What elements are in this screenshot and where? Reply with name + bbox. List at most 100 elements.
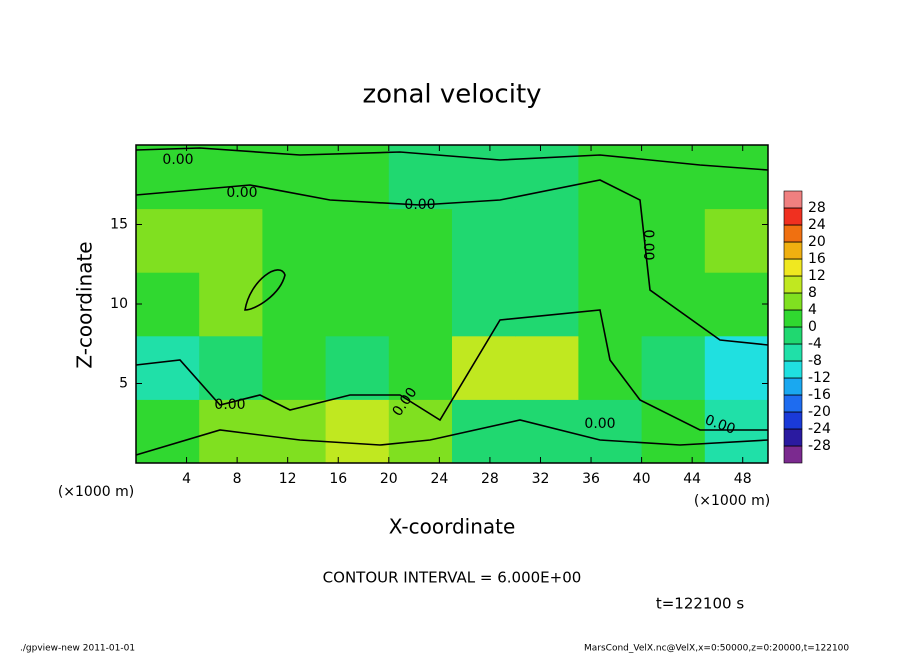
colorbar-label: 24: [808, 217, 826, 233]
colorbar-box: [783, 360, 803, 379]
cell: [515, 145, 579, 210]
colorbar-label: -4: [808, 336, 822, 352]
x-tick-label: 20: [380, 471, 398, 487]
y-tick-label: 10: [110, 296, 128, 312]
cell: [136, 208, 200, 273]
cell: [199, 335, 263, 400]
contour-label: 0.00: [162, 152, 193, 168]
colorbar-box: [783, 241, 803, 260]
cell: [641, 399, 706, 464]
cell: [325, 272, 390, 337]
x-tick-label: 28: [481, 471, 499, 487]
cell: [262, 145, 327, 210]
cell: [262, 399, 327, 464]
colorbar-box: [783, 343, 803, 362]
colorbar-label: 20: [808, 234, 826, 250]
colorbar-label: 8: [808, 285, 817, 301]
contour-label: 0.00: [226, 185, 257, 201]
cell: [325, 145, 390, 210]
cell: [515, 272, 579, 337]
colorbar-label: 12: [808, 268, 826, 284]
colorbar-label: -12: [808, 370, 831, 386]
cell: [515, 208, 579, 273]
cell: [199, 208, 263, 273]
cell: [262, 208, 327, 273]
cell: [388, 208, 453, 273]
cell: [388, 399, 453, 464]
colorbar-box: [783, 292, 803, 311]
x-axis-label: X-coordinate: [389, 515, 516, 539]
cell: [136, 145, 200, 210]
colorbar-label: -20: [808, 404, 831, 420]
cell: [388, 335, 453, 400]
cell: [136, 399, 200, 464]
cell: [452, 399, 516, 464]
cell: [325, 335, 390, 400]
cell: [641, 145, 706, 210]
colorbar-box: [783, 428, 803, 447]
x-tick-label: 24: [430, 471, 448, 487]
colorbar-label: 28: [808, 200, 826, 216]
colorbar-box: [783, 411, 803, 430]
colorbar-label: 4: [808, 302, 817, 318]
contours: [135, 147, 769, 456]
colorbar-box: [783, 258, 803, 277]
colorbar-box: [783, 326, 803, 345]
colorbar-box: [783, 207, 803, 226]
cell: [578, 399, 643, 464]
y-tick-label: 5: [119, 376, 128, 392]
colorbar-box: [783, 377, 803, 396]
colorbar-label: 0: [808, 319, 817, 335]
cell: [515, 335, 579, 400]
colorbar-box: [783, 190, 803, 209]
cell: [704, 399, 769, 464]
x-unit: (×1000 m): [58, 484, 134, 500]
cell: [325, 399, 390, 464]
cell: [136, 272, 200, 337]
cell: [452, 208, 516, 273]
cell: [262, 335, 327, 400]
cell: [704, 208, 769, 273]
cell: [515, 399, 579, 464]
contour-label: 0.00: [640, 229, 656, 260]
colorbar-box: [783, 309, 803, 328]
x-tick-label: 36: [582, 471, 600, 487]
cell: [199, 145, 263, 210]
colorbar-box: [783, 224, 803, 243]
cell: [704, 335, 769, 400]
x-tick-label: 44: [683, 471, 701, 487]
cell: [641, 208, 706, 273]
y-axis-label: Z-coordinate: [73, 241, 97, 368]
x-tick-label: 32: [532, 471, 550, 487]
y-tick-label: 15: [110, 217, 128, 233]
cell: [199, 272, 263, 337]
cell: [578, 272, 643, 337]
cell: [578, 208, 643, 273]
colorbar-label: -28: [808, 438, 831, 454]
contour-label: 0.00: [404, 197, 435, 213]
colorbar-label: 16: [808, 251, 826, 267]
cell: [578, 145, 643, 210]
chart-title: zonal velocity: [362, 80, 541, 110]
cell: [704, 145, 769, 210]
cell: [325, 208, 390, 273]
colorbar-label: -24: [808, 421, 831, 437]
colorbar-box: [783, 275, 803, 294]
colorbar-label: -8: [808, 353, 822, 369]
x-tick-label: 4: [182, 471, 191, 487]
colorbar-label: -16: [808, 387, 831, 403]
x-tick-label: 48: [734, 471, 752, 487]
x-tick-label: 16: [329, 471, 347, 487]
contour-label: 0.00: [584, 416, 615, 432]
x-tick-label: 12: [279, 471, 297, 487]
cell: [641, 272, 706, 337]
footer-left: ./gpview-new 2011-01-01: [20, 644, 135, 654]
contour-interval: CONTOUR INTERVAL = 6.000E+00: [323, 569, 582, 587]
footer-right: MarsCond_VelX.nc@VelX,x=0:50000,z=0:2000…: [584, 644, 849, 654]
contour-label: 0.00: [214, 397, 245, 413]
x-unit: (×1000 m): [694, 493, 770, 509]
cell: [641, 335, 706, 400]
colorbar-box: [783, 394, 803, 413]
colorbar-box: [783, 445, 803, 464]
